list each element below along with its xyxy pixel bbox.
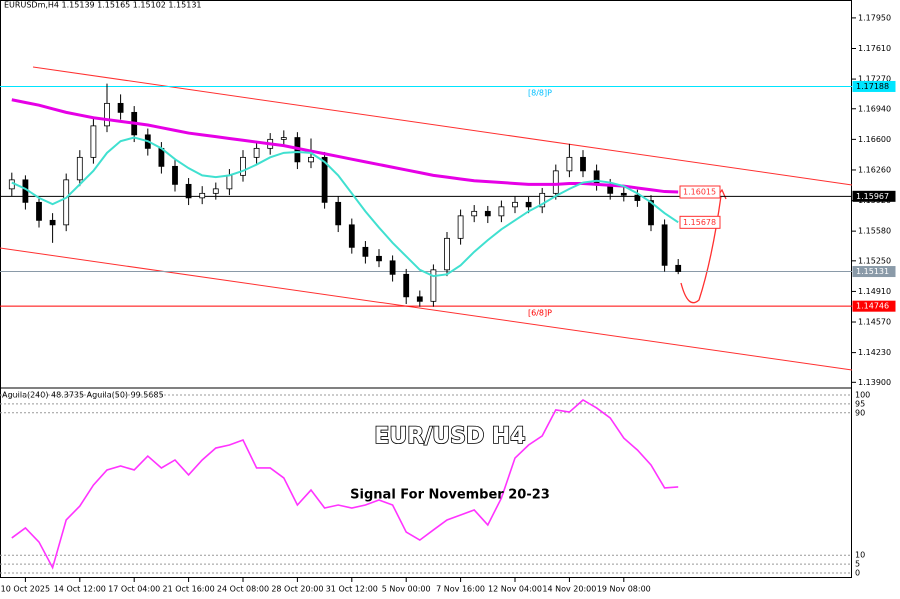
candle-body (471, 210, 478, 217)
moving-average (11, 136, 679, 278)
candle-body (240, 156, 246, 176)
x-tick-label: 10 Oct 2025 (1, 585, 50, 594)
y-tick-label: 1.17610 (858, 44, 891, 53)
level-label: 1.14746 (856, 302, 889, 311)
candle-body (484, 210, 491, 217)
level-label: 1.15967 (856, 192, 889, 201)
candle-body (63, 179, 70, 226)
candle-body (226, 174, 233, 190)
y-tick-label: 1.17950 (858, 13, 891, 22)
candle-body (104, 102, 110, 127)
candle-body (416, 296, 423, 302)
candle-body (376, 255, 382, 262)
candle-body (335, 201, 342, 226)
candle-body (661, 224, 668, 266)
level-tag (852, 80, 896, 92)
candle-body (117, 102, 124, 113)
level-tag (852, 300, 896, 312)
level-annotation: [8/8]P (528, 89, 552, 98)
oscillator-title: Aguila(240) 48.3735 Aguila(50) 99.5685 (2, 391, 164, 400)
candle-body (403, 273, 410, 298)
candle-body (308, 156, 314, 163)
y-tick-label: 1.15580 (858, 227, 891, 236)
y-tick-label: 1.14570 (858, 318, 891, 327)
candle-body (539, 192, 546, 208)
candle-body (675, 264, 682, 272)
candle-body (566, 156, 573, 172)
candle-body (552, 170, 559, 194)
candle-body (253, 147, 260, 158)
candle-body (498, 206, 505, 217)
y-tick-label: 0 (855, 569, 860, 578)
candle-body (648, 200, 654, 226)
y-tick-label: 1.16260 (858, 165, 891, 174)
candle-body (525, 201, 532, 208)
level-tag (852, 190, 896, 202)
plot-frame (0, 0, 852, 578)
x-tick-label: 24 Oct 08:00 (217, 585, 269, 594)
overlay-title: EUR/USD H4 (374, 424, 525, 449)
ma-label: 1.15678 (683, 218, 716, 227)
price-title: EURUSDm,H4 1.15139 1.15165 1.15102 1.151… (4, 1, 202, 10)
y-tick-label: 1.13900 (858, 378, 891, 387)
candle-body (362, 246, 369, 257)
candle-body (389, 260, 396, 275)
x-tick-label: 21 Oct 16:00 (163, 585, 215, 594)
x-tick-label: 31 Oct 12:00 (326, 585, 378, 594)
candle-body (90, 125, 97, 158)
moving-average (11, 98, 679, 194)
candle-body (158, 147, 165, 167)
y-tick-label: 1.16940 (858, 104, 891, 113)
level-annotation: [6/8]P (528, 309, 552, 318)
level-tag (852, 266, 896, 278)
y-tick-label: 1.17270 (858, 75, 891, 84)
y-tick-label: 10 (855, 551, 865, 560)
candle-body (185, 183, 192, 199)
y-tick-label: 5 (855, 560, 860, 569)
y-tick-label: 1.14230 (858, 348, 891, 357)
y-tick-label: 100 (855, 390, 870, 399)
x-tick-label: 28 Oct 20:00 (271, 585, 323, 594)
candle-body (512, 201, 518, 208)
level-label: 1.15131 (856, 267, 889, 276)
x-tick-label: 19 Nov 08:00 (597, 585, 651, 594)
oscillator-line (11, 398, 679, 570)
candle-body (36, 201, 42, 221)
candle-body (76, 156, 83, 181)
candle-body (634, 194, 641, 201)
channel-lower (0, 247, 853, 371)
x-tick-label: 12 Nov 04:00 (488, 585, 542, 594)
candle-body (321, 156, 328, 203)
candle-body (457, 215, 464, 239)
candle-body (280, 137, 287, 140)
x-tick-label: 14 Oct 12:00 (54, 585, 106, 594)
candle-body (212, 188, 219, 194)
x-tick-label: 7 Nov 16:00 (436, 585, 485, 594)
y-tick-label: 1.16600 (858, 135, 891, 144)
y-tick-label: 1.14910 (858, 287, 891, 296)
candle-body (580, 156, 586, 172)
x-tick-label: 14 Nov 20:00 (542, 585, 596, 594)
y-tick-label: 95 (855, 399, 865, 408)
candle-body (620, 192, 627, 196)
candle-body (593, 170, 600, 185)
ma-tag (679, 185, 721, 199)
y-tick-label: 90 (855, 408, 865, 417)
candle-body (49, 219, 56, 226)
candle-body (199, 192, 206, 199)
level-label: 1.17188 (856, 82, 889, 91)
overlay-subtitle: Signal For November 20-23 (350, 488, 550, 503)
y-tick-label: 1.15250 (858, 256, 891, 265)
candle-body (444, 237, 450, 271)
ma-label: 1.16015 (683, 188, 716, 197)
candle-body (348, 224, 355, 248)
x-tick-label: 17 Oct 04:00 (108, 585, 160, 594)
ma-tag (679, 215, 721, 229)
candle-body (430, 269, 437, 302)
candle-body (172, 165, 178, 185)
x-tick-label: 5 Nov 00:00 (382, 585, 431, 594)
